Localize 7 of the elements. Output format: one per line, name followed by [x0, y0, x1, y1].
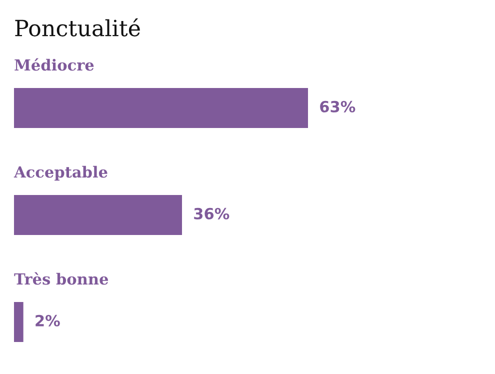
data-label: 63% [320, 100, 356, 112]
data-label: 36% [194, 208, 230, 220]
y-tick-label: Acceptable [14, 166, 108, 181]
data-label: 2% [36, 314, 60, 326]
chart-title: Ponctualité [15, 18, 140, 36]
y-tick-label: Très bonne [14, 272, 108, 285]
y-tick-label: Médiocre [14, 58, 94, 71]
